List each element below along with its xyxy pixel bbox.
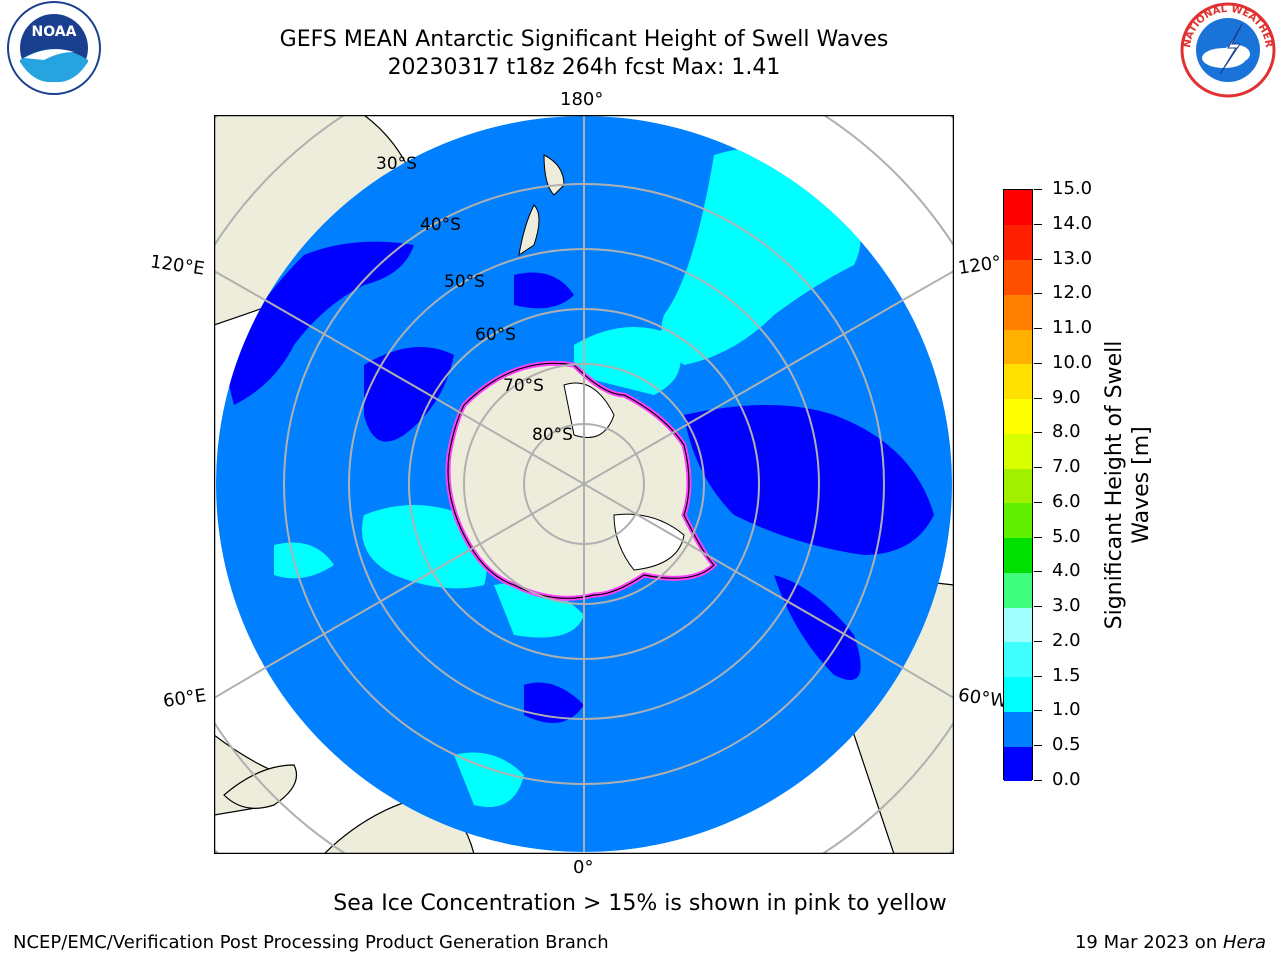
colorbar-tick-mark	[1034, 467, 1042, 469]
colorbar-segment	[1004, 746, 1032, 782]
colorbar-segment	[1004, 676, 1032, 712]
colorbar-tick-mark	[1034, 745, 1042, 747]
credit-left: NCEP/EMC/Verification Post Processing Pr…	[13, 932, 609, 953]
colorbar-segment	[1004, 468, 1032, 504]
colorbar-tick-label: 7.0	[1052, 456, 1081, 478]
colorbar-tick-label: 1.5	[1052, 664, 1081, 686]
colorbar-tick-mark	[1034, 536, 1042, 538]
colorbar-tick-label: 8.0	[1052, 421, 1081, 443]
colorbar-tick-label: 5.0	[1052, 525, 1081, 547]
colorbar-segment	[1004, 537, 1032, 573]
lat-label-60s: 60°S	[475, 325, 516, 345]
colorbar-tick-mark	[1034, 780, 1042, 781]
colorbar-tick-label: 6.0	[1052, 490, 1081, 512]
credit-right: 19 Mar 2023 on Hera	[1075, 932, 1266, 953]
colorbar-title-line1: Significant Height of Swell	[1102, 340, 1127, 630]
colorbar-segment	[1004, 572, 1032, 608]
lon-label-120e: 120°E	[148, 251, 206, 280]
colorbar-tick-mark	[1034, 293, 1042, 295]
colorbar-tick-mark	[1034, 432, 1042, 434]
lat-label-50s: 50°S	[444, 272, 485, 292]
colorbar-tick-mark	[1034, 675, 1042, 677]
colorbar-tick-label: 14.0	[1052, 212, 1093, 234]
nws-logo: NATIONAL WEATHER SERVICE	[1172, 0, 1280, 100]
colorbar-tick-mark	[1034, 223, 1042, 225]
colorbar-tick-label: 1.0	[1052, 699, 1081, 721]
colorbar-segment	[1004, 190, 1032, 226]
colorbar-segment	[1004, 607, 1032, 643]
polar-map: 30°S 40°S 50°S 60°S 70°S 80°S	[214, 115, 954, 854]
colorbar-tick-mark	[1034, 710, 1042, 712]
colorbar-segment	[1004, 329, 1032, 365]
colorbar-title: Significant Height of Swell Waves [m]	[1101, 341, 1155, 630]
colorbar-tick-label: 4.0	[1052, 560, 1081, 582]
colorbar-segment	[1004, 398, 1032, 434]
colorbar-tick-mark	[1034, 328, 1042, 330]
credit-host: Hera	[1222, 932, 1266, 953]
colorbar-tick-label: 2.0	[1052, 629, 1081, 651]
colorbar-segment	[1004, 711, 1032, 747]
colorbar-tick-mark	[1034, 397, 1042, 399]
colorbar-segment	[1004, 224, 1032, 260]
colorbar-tick-mark	[1034, 640, 1042, 642]
lat-label-70s: 70°S	[503, 376, 544, 396]
colorbar-tick-mark	[1034, 258, 1042, 260]
colorbar-tick-label: 10.0	[1052, 351, 1093, 373]
colorbar-tick-mark	[1034, 189, 1042, 190]
lat-label-30s: 30°S	[376, 154, 417, 174]
colorbar-tick-label: 12.0	[1052, 282, 1093, 304]
colorbar-segment	[1004, 363, 1032, 400]
colorbar-tick-label: 0.0	[1052, 769, 1081, 790]
lat-label-80s: 80°S	[532, 425, 573, 445]
colorbar-tick-label: 15.0	[1052, 178, 1093, 199]
colorbar-tick-mark	[1034, 606, 1042, 608]
lon-label-0: 0°	[573, 857, 594, 878]
credit-date: 19 Mar 2023 on	[1074, 932, 1223, 953]
colorbar-tick-mark	[1034, 501, 1042, 503]
lon-label-60w: 60°W	[956, 684, 1009, 713]
colorbar-tick-label: 3.0	[1052, 595, 1081, 617]
noaa-logo-text: NOAA	[32, 24, 77, 40]
colorbar-tick-label: 11.0	[1052, 317, 1093, 339]
lat-label-40s: 40°S	[420, 215, 461, 235]
colorbar-tick-label: 0.5	[1052, 734, 1081, 756]
colorbar-segment	[1004, 502, 1032, 539]
colorbar-title-line2: Waves [m]	[1129, 426, 1154, 544]
colorbar-tick-mark	[1034, 362, 1042, 364]
colorbar-segment	[1004, 433, 1032, 469]
colorbar	[1003, 189, 1033, 782]
colorbar-segment	[1004, 294, 1032, 330]
chart-subtitle: 20230317 t18z 264h fcst Max: 1.41	[387, 55, 781, 80]
sea-ice-footnote: Sea Ice Concentration > 15% is shown in …	[333, 891, 947, 916]
colorbar-segment	[1004, 259, 1032, 295]
lon-label-120w: 120°	[956, 252, 1003, 279]
noaa-logo: NOAA	[4, 0, 104, 100]
lon-label-180: 180°	[560, 89, 604, 110]
colorbar-tick-mark	[1034, 571, 1042, 573]
colorbar-tick-label: 9.0	[1052, 386, 1081, 408]
chart-title: GEFS MEAN Antarctic Significant Height o…	[279, 27, 889, 52]
lon-label-60e: 60°E	[161, 685, 208, 712]
colorbar-segment	[1004, 641, 1032, 678]
ocean-field	[216, 116, 952, 852]
colorbar-tick-label: 13.0	[1052, 247, 1093, 269]
